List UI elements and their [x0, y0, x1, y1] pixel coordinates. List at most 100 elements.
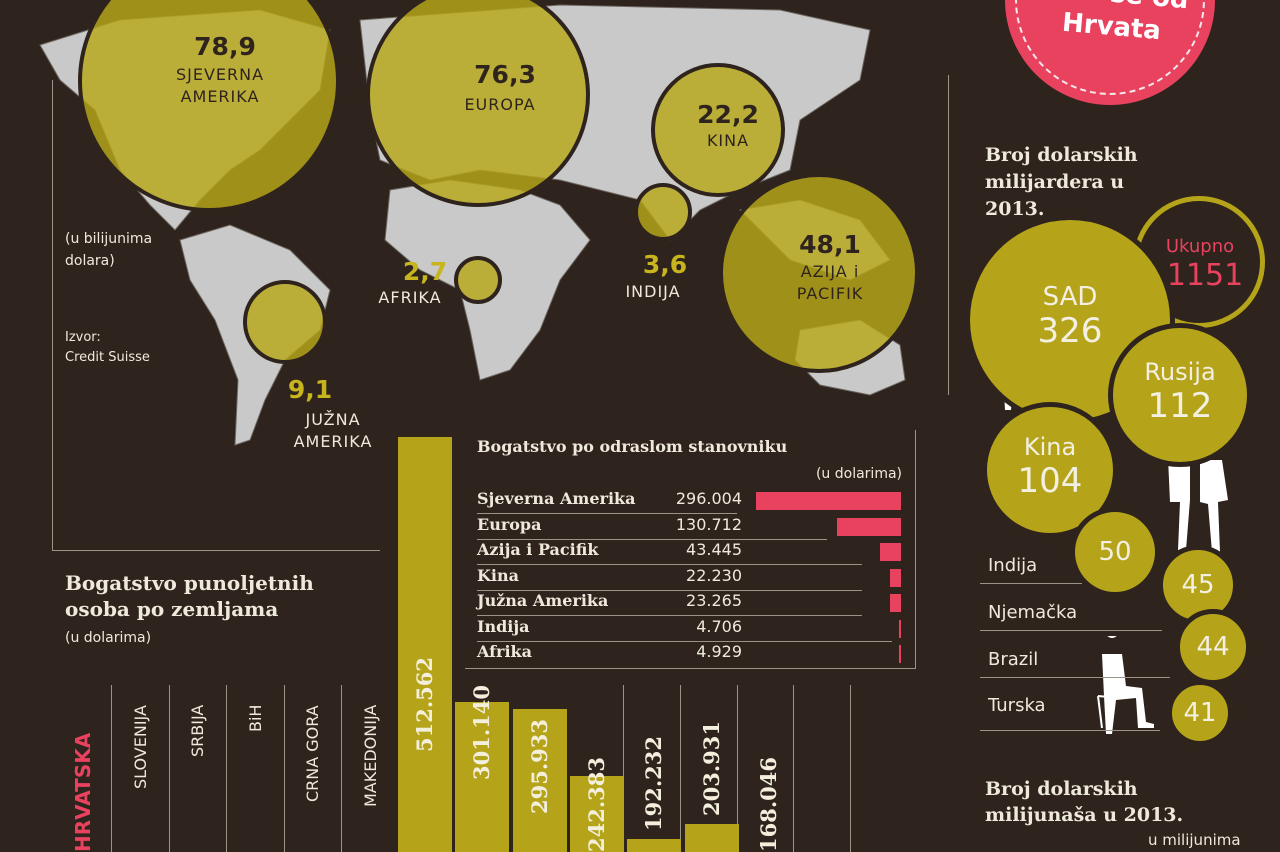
bubble-name: SAD [1042, 282, 1098, 312]
region-bubble-europe [366, 0, 590, 207]
country-label: SRBIJA [188, 704, 207, 757]
region-label: AZIJA i PACIFIK [796, 262, 864, 303]
country-label: SLOVENIJA [130, 705, 150, 789]
column-divider [680, 685, 681, 852]
divider [915, 430, 916, 668]
source-value: Credit Suisse [65, 350, 150, 365]
region-value: 78,9 [194, 32, 256, 61]
table-row-divider [477, 589, 862, 591]
region-value: 76,3 [474, 60, 536, 89]
bar-value-label: 192.232 [641, 736, 667, 831]
country-bar [684, 824, 739, 852]
table-row-label: Afrika [477, 642, 532, 661]
per-adult-unit: (u dolarima) [815, 466, 902, 482]
table-row-label: Indija [477, 616, 530, 636]
column-divider [793, 685, 794, 852]
billionaires-title: Broj dolarskih milijardera u 2013. [985, 144, 1138, 220]
region-label: SJEVERNA AMERIKA [175, 65, 265, 106]
table-bar [879, 543, 901, 561]
table-bar [836, 517, 901, 536]
country-label: BiH [245, 704, 265, 732]
billionaire-bubble [1167, 680, 1233, 746]
billionaire-bubble [1108, 323, 1252, 467]
country-label: CRNA GORA [303, 705, 322, 802]
country-bar [455, 702, 510, 852]
table-row-label: Južna Amerika [477, 591, 609, 610]
bubble-name: Kina [1023, 433, 1077, 461]
country-label: Turska [988, 695, 1046, 716]
country-label: MAKEDONIJA [360, 704, 380, 807]
country-label: HRVATSKA [71, 732, 95, 852]
table-bar [756, 492, 901, 510]
region-value: 48,1 [799, 230, 861, 259]
country-label: Indija [988, 555, 1038, 576]
bubble-value: 41 [1183, 698, 1217, 728]
divider [52, 550, 380, 551]
region-bubble-africa [454, 256, 502, 304]
bubble-name: Rusija [1144, 358, 1216, 386]
bar-value-label: 512.562 [412, 657, 437, 752]
bar-value-label: 168.046 [755, 757, 781, 852]
bar-value-label: 301.140 [469, 685, 495, 781]
table-row-divider [477, 564, 862, 565]
bubble-value: 44 [1196, 632, 1230, 662]
table-row-label: Azija i Pacifik [477, 540, 599, 559]
column-divider [850, 685, 851, 852]
region-value: 22,2 [697, 100, 759, 129]
table-bar [898, 619, 901, 638]
table-row-divider [477, 640, 892, 642]
region-value: 9,1 [287, 375, 333, 404]
table-bar [889, 594, 901, 612]
country-bar [512, 708, 567, 852]
region-value: 3,6 [642, 250, 688, 279]
country-label: Njemačka [988, 602, 1078, 623]
table-row-value: 22.230 [686, 565, 742, 585]
table-row-value: 4.929 [696, 642, 742, 661]
table-bar [898, 645, 901, 663]
millionaires-title-line1: Broj dolarskih [985, 778, 1138, 800]
region-label: INDIJA [625, 282, 681, 301]
region-bubble-north-america [78, 0, 340, 212]
table-row-label: Europa [477, 514, 542, 534]
sitting-man-silhouette-icon [1097, 636, 1154, 734]
bubble-value: 45 [1181, 570, 1215, 600]
divider [980, 677, 1170, 678]
table-row-value: 43.445 [686, 540, 742, 559]
region-bubble-south-america [243, 280, 327, 364]
divider [980, 583, 1082, 584]
table-row-value: 130.712 [675, 514, 742, 534]
region-bubble-asia-pacific [719, 173, 919, 373]
millionaires-title-line2: milijunaša u 2013. [985, 804, 1184, 826]
per-adult-title: Bogatstvo po odraslom stanovniku [477, 437, 788, 456]
total-value: 1151 [1166, 258, 1244, 293]
country-bar [398, 437, 452, 852]
column-divider [111, 685, 112, 852]
table-row-value: 296.004 [675, 489, 742, 508]
divider [980, 630, 1162, 631]
bubble-value: 104 [1017, 461, 1083, 501]
millionaires-unit: u milijunima [1148, 831, 1241, 849]
table-row-label: Kina [477, 565, 519, 585]
bubble-value: 112 [1147, 386, 1213, 426]
table-row-divider [477, 538, 827, 540]
total-label: Ukupno [1165, 236, 1235, 257]
couple-silhouette-icon [1168, 440, 1228, 552]
source-label: Izvor: [65, 330, 101, 345]
bubble-value: 326 [1037, 311, 1103, 351]
divider [980, 730, 1160, 731]
divider [465, 668, 916, 669]
country-chart-unit: (u dolarima) [65, 630, 152, 646]
column-divider [168, 685, 170, 852]
table-row-value: 23.265 [686, 591, 742, 610]
country-chart-title: Bogatstvo punoljetnih osoba po zemljama [65, 571, 314, 621]
table-row-divider [477, 513, 737, 514]
billionaire-bubble [1070, 507, 1160, 597]
country-bar [627, 838, 682, 852]
map-unit-note: (u bilijunima dolara) [65, 231, 153, 269]
table-row-divider [477, 615, 862, 616]
region-label: KINA [706, 131, 750, 150]
column-divider [737, 685, 738, 852]
country-label: Brazil [988, 649, 1039, 670]
divider [52, 80, 53, 550]
column-divider [341, 685, 342, 852]
